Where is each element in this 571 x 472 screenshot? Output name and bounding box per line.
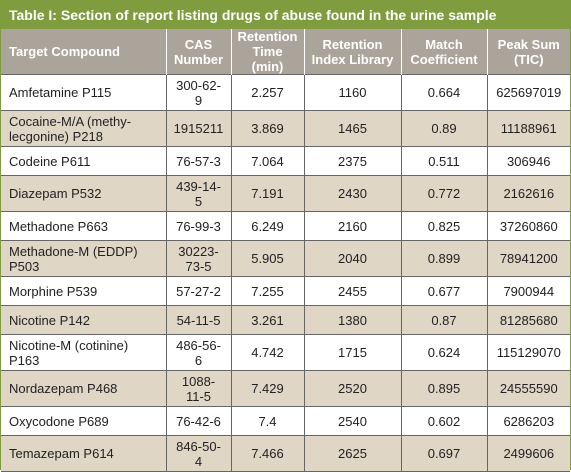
table-cell: 2430 [303, 175, 402, 212]
table-cell: 2499606 [486, 435, 570, 472]
table-cell: 6.249 [230, 211, 305, 241]
table-cell: 2520 [303, 370, 402, 407]
table-cell: 0.87 [400, 305, 488, 335]
column-header: Retention Index Library [303, 29, 401, 75]
table-cell: 2455 [303, 276, 402, 306]
table-cell: 486-56-6 [165, 334, 232, 371]
table-cell: 0.825 [400, 211, 488, 241]
table-row: Codeine P611 76-57-3 7.064 2375 0.511 306946 [1, 146, 570, 176]
table-cell: 0.772 [400, 175, 488, 212]
table-cell: 37260860 [486, 211, 570, 241]
table-cell: Nicotine P142 [1, 305, 167, 335]
table-cell: 4.742 [230, 334, 305, 371]
table-cell: 1088-11-5 [165, 370, 232, 407]
table-cell: 24555590 [486, 370, 570, 407]
table-cell: Codeine P611 [1, 146, 167, 176]
table-cell: 7.064 [230, 146, 305, 176]
table-row: Nicotine P142 54-11-5 3.261 1380 0.87 8128568… [1, 305, 570, 335]
column-header: Retention Time (min) [230, 29, 304, 75]
table-cell: Nordazepam P468 [1, 370, 167, 407]
table-cell: 0.697 [400, 435, 488, 472]
table-cell: 0.602 [400, 406, 488, 436]
table-cell: 1715 [303, 334, 402, 371]
table-row: Oxycodone P689 76-42-6 7.4 2540 0.602 6286203 [1, 406, 570, 436]
table-cell: 81285680 [486, 305, 570, 335]
table-row: Methadone-M (EDDP) P503 30223-73-5 5.905 20… [1, 240, 570, 277]
column-header: Peak Sum (TIC) [486, 29, 570, 75]
table-cell: 11188961 [486, 110, 570, 147]
drug-table: Target Compound CAS Number Retention Time … [1, 29, 570, 472]
table-cell: 3.869 [230, 110, 305, 147]
table-cell: Cocaine-M/A (methy-lecgonine) P218 [1, 110, 167, 147]
table-cell: 1160 [303, 74, 402, 111]
table-row: Amfetamine P115 300-62-9 2.257 1160 0.664 625… [1, 74, 570, 111]
table-row: Morphine P539 57-27-2 7.255 2455 0.677 790094… [1, 276, 570, 306]
table-cell: 5.905 [230, 240, 305, 277]
table-cell: Nicotine-M (cotinine) P163 [1, 334, 167, 371]
table-row: Temazepam P614 846-50-4 7.466 2625 0.697 2499… [1, 435, 570, 472]
table-cell: Temazepam P614 [1, 435, 167, 472]
table-cell: 1465 [303, 110, 402, 147]
table-cell: 3.261 [230, 305, 305, 335]
table-row: Nordazepam P468 1088-11-5 7.429 2520 0.895 24… [1, 370, 570, 407]
table-cell: 115129070 [486, 334, 570, 371]
table-cell: 7900944 [486, 276, 570, 306]
table-cell: Oxycodone P689 [1, 406, 167, 436]
table-cell: 57-27-2 [165, 276, 232, 306]
table-cell: 2.257 [230, 74, 305, 111]
table-cell: Diazepam P532 [1, 175, 167, 212]
table-cell: 846-50-4 [165, 435, 232, 472]
table-row: Nicotine-M (cotinine) P163 486-56-6 4.742 1… [1, 334, 570, 371]
table-row: Diazepam P532 439-14-5 7.191 2430 0.772 21626… [1, 175, 570, 212]
table-cell: Morphine P539 [1, 276, 167, 306]
table-cell: 2625 [303, 435, 402, 472]
column-header: Match Coefficient [400, 29, 487, 75]
table-cell: 2540 [303, 406, 402, 436]
table-cell: 2162616 [486, 175, 570, 212]
table-cell: 2160 [303, 211, 402, 241]
table-cell: 7.255 [230, 276, 305, 306]
table-cell: 300-62-9 [165, 74, 232, 111]
table-cell: 76-99-3 [165, 211, 232, 241]
column-header: Target Compound [1, 29, 166, 75]
table-cell: 6286203 [486, 406, 570, 436]
table-cell: Methadone-M (EDDP) P503 [1, 240, 167, 277]
table-row: Cocaine-M/A (methy-lecgonine) P218 191521… [1, 110, 570, 147]
table-cell: 0.899 [400, 240, 488, 277]
column-header: CAS Number [165, 29, 231, 75]
table-cell: 7.191 [230, 175, 305, 212]
table-cell: 0.677 [400, 276, 488, 306]
table-cell: 306946 [486, 146, 570, 176]
table-cell: 7.4 [230, 406, 305, 436]
table-cell: 1915211 [165, 110, 232, 147]
header-row: Target Compound CAS Number Retention Time … [1, 29, 570, 75]
table-cell: 0.895 [400, 370, 488, 407]
table-title: Table I: Section of report listing drugs… [1, 1, 570, 29]
table-cell: Methadone P663 [1, 211, 167, 241]
table-cell: 625697019 [486, 74, 570, 111]
table-cell: 30223-73-5 [165, 240, 232, 277]
table-cell: 439-14-5 [165, 175, 232, 212]
table-cell: 0.624 [400, 334, 488, 371]
table-cell: 1380 [303, 305, 402, 335]
table-row: Methadone P663 76-99-3 6.249 2160 0.825 37260… [1, 211, 570, 241]
table-cell: 76-42-6 [165, 406, 232, 436]
table-cell: 78941200 [486, 240, 570, 277]
table-cell: 7.466 [230, 435, 305, 472]
table-cell: 0.89 [400, 110, 488, 147]
table-cell: 0.511 [400, 146, 488, 176]
table-cell: 76-57-3 [165, 146, 232, 176]
table-cell: 7.429 [230, 370, 305, 407]
table-cell: Amfetamine P115 [1, 74, 167, 111]
table-cell: 54-11-5 [165, 305, 232, 335]
table-cell: 0.664 [400, 74, 488, 111]
table-cell: 2040 [303, 240, 402, 277]
table-cell: 2375 [303, 146, 402, 176]
